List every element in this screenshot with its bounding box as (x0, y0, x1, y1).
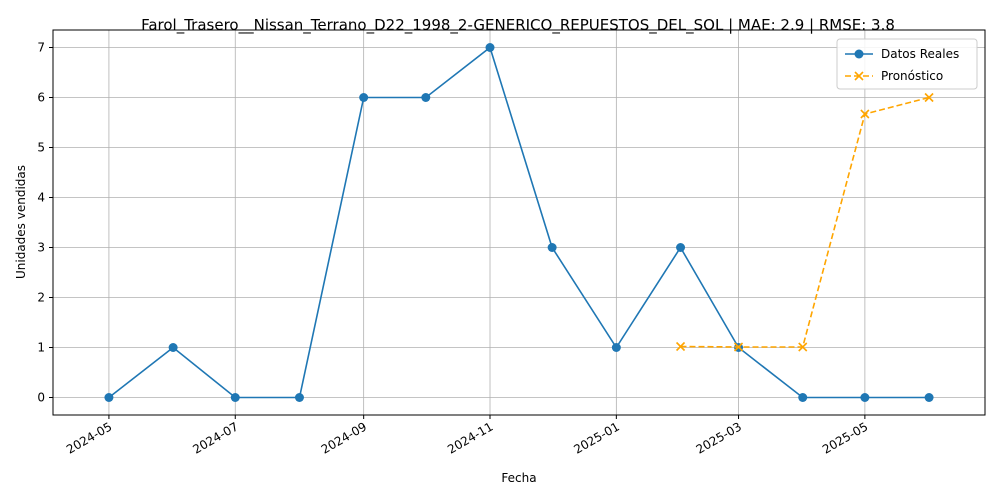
y-tick-label: 7 (37, 41, 45, 55)
data-point (676, 243, 686, 252)
data-point (230, 393, 240, 402)
data-point (294, 393, 304, 402)
x-tick-label: 2024-11 (445, 419, 495, 456)
data-point (798, 342, 808, 352)
y-tick-label: 4 (37, 191, 45, 205)
chart-title: Farol_Trasero__Nissan_Terrano_D22_1998_2… (141, 16, 895, 35)
legend-swatch-marker (854, 71, 864, 81)
x-axis-ticks: 2024-05 2024-07 2024-09 2024-11 2025-01 2025-… (64, 415, 870, 457)
legend-item: Datos Reales (845, 47, 959, 61)
series-0 (104, 43, 934, 402)
x-tick-label: 2024-05 (64, 419, 114, 456)
marker-stroke (675, 341, 686, 352)
series-line (108, 46, 930, 399)
legend: Datos Reales Pronóstico (836, 38, 978, 90)
x-tick-label: 2025-05 (820, 419, 870, 456)
data-point (485, 43, 495, 52)
series-layer (104, 43, 934, 402)
data-point (547, 243, 557, 252)
legend-item: Pronóstico (845, 69, 943, 83)
y-tick-label: 2 (37, 291, 45, 305)
data-point (675, 341, 686, 352)
data-point (421, 93, 431, 102)
legend-swatch-marker (854, 49, 864, 59)
data-point (104, 393, 114, 402)
y-tick-label: 0 (37, 391, 45, 405)
data-point (924, 393, 934, 402)
data-point (924, 92, 934, 103)
x-tick-label: 2024-09 (319, 419, 369, 456)
y-tick-label: 6 (37, 91, 45, 105)
data-point (798, 393, 808, 402)
y-axis-label: Unidades vendidas (14, 165, 28, 279)
series-1 (675, 92, 934, 352)
x-tick-label: 2024-07 (190, 419, 240, 456)
x-tick-label: 2025-01 (571, 419, 621, 456)
plot-frame (52, 29, 986, 416)
marker-stroke (924, 92, 934, 103)
data-point (860, 393, 870, 402)
data-point (733, 342, 744, 352)
series-line (680, 96, 930, 348)
data-point (359, 93, 369, 102)
y-tick-label: 3 (37, 241, 45, 255)
data-point (611, 343, 621, 352)
legend-label: Pronóstico (881, 69, 943, 83)
y-tick-label: 5 (37, 141, 45, 155)
marker-stroke (733, 342, 744, 352)
marker-stroke (860, 109, 870, 119)
y-tick-label: 1 (37, 341, 45, 355)
x-tick-label: 2025-03 (694, 419, 744, 456)
y-axis-ticks: 0 1 2 3 4 5 6 7 (37, 41, 53, 405)
marker-stroke (798, 342, 808, 352)
data-point (860, 109, 870, 119)
legend-label: Datos Reales (881, 47, 959, 61)
x-axis-label: Fecha (501, 471, 536, 485)
data-point (168, 343, 178, 352)
